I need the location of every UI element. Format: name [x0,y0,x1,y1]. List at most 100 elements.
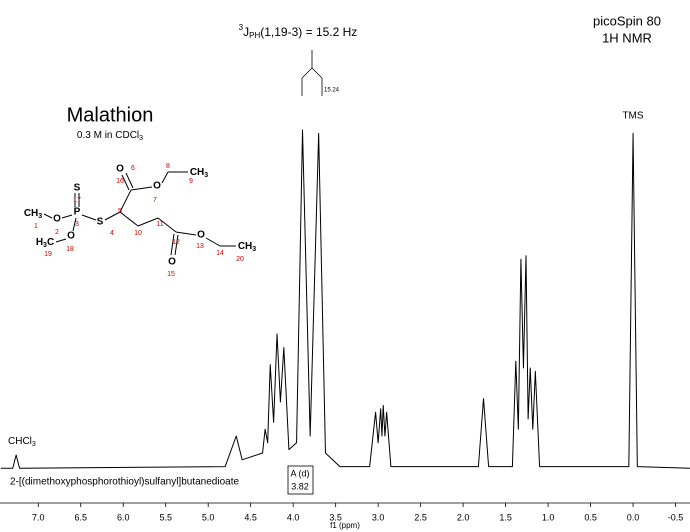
concentration-sub: 3 [139,135,143,142]
bond [104,211,121,221]
atom: S [74,183,81,194]
bond [119,189,132,213]
splitting-label: 15.24 [324,88,340,94]
atom-number: 4 [110,230,114,237]
methyl-part: CH [190,167,204,178]
experiment: 1H NMR [602,30,652,45]
methyl: H3C [36,237,54,249]
atom: O [168,257,176,268]
coupling-text: (1,19-3) = 15.2 Hz [260,25,357,39]
atom: O [67,231,75,242]
instrument: picoSpin 80 [593,13,661,28]
methyl-sub: 3 [204,172,208,179]
reference-label: TMS [622,111,643,122]
atom-number: 2 [55,229,59,236]
atom-number: 18 [66,246,74,253]
atom: O [53,214,61,225]
bond [72,217,77,232]
methyl-part: CH [238,241,252,252]
methyl: CH3 [24,208,42,220]
atom-number: 3 [75,221,79,228]
integral-box [287,465,314,495]
atom: P [74,207,81,218]
methyl-part: CH [24,208,38,219]
bond [121,174,130,191]
methyl-sub: 3 [252,246,256,253]
x-tick-label: 4.5 [244,512,257,522]
x-axis-label: f1 (ppm) [330,521,360,530]
atom: O [153,181,161,192]
atom-number: 7 [153,197,157,204]
coupling-sub: PH [249,31,260,40]
x-tick-label: 7.0 [32,512,45,522]
x-tick-label: 3.5 [329,512,342,522]
bond [130,186,153,191]
coupling-symbol: J [243,25,249,39]
spectrum [0,129,690,469]
x-tick-label: 1.5 [499,512,512,522]
atom-number: 11 [156,221,163,228]
x-tick-label: 4.0 [287,512,300,522]
coupling-sup: 3 [239,23,244,32]
x-tick-label: 2.5 [414,512,427,522]
bond [137,217,159,227]
methyl-sub: 3 [43,242,47,249]
methyl-part: H [36,237,43,248]
bond [81,214,97,221]
integral-label: A (d) [290,468,309,478]
splitting-tree [301,50,323,96]
atom-number: 19 [44,251,52,258]
atom-number: 6 [131,165,135,172]
coupling-annotation: 3JPH(1,19-3) = 15.2 Hz [239,23,358,40]
x-tick-label: 6.5 [74,512,87,522]
methyl-part: C [47,237,54,248]
x-tick-label: 0.0 [627,512,640,522]
atom: O [197,230,205,241]
atom-number: 12 [172,239,180,246]
solvent-text: CHCl [8,436,32,447]
atom-number: 15 [167,271,175,278]
atom: S [97,217,104,228]
concentration-text: 0.3 M in CDCl [77,130,139,141]
bond [174,234,179,256]
x-tick-label: -0.5 [668,512,684,522]
compound-name: 2-[(dimethoxyphosphorothioyl)sulfanyl]bu… [10,477,239,488]
atom-number: 5 [118,208,122,215]
atom-number: 14 [216,250,224,257]
concentration: 0.3 M in CDCl3 [77,130,143,142]
molecule: S P O O S O O O O CH3 H3C CH3 CH3 123456… [24,163,256,278]
atom: O [116,164,124,175]
methyl: CH3 [190,167,208,179]
bond [170,233,175,256]
x-tick-label: 3.0 [372,512,385,522]
bond [61,214,73,219]
bond [205,237,221,247]
bond [119,211,139,227]
integral-value: 3.82 [291,481,309,491]
atom-number: 17 [73,197,81,204]
bond [161,171,169,184]
x-tick-label: 6.0 [117,512,130,522]
bond [175,231,197,236]
solvent-label: CHCl3 [8,436,36,448]
atom-number: 1 [34,223,38,230]
bond [125,172,134,189]
atom-number: 10 [134,230,142,237]
atom-number: 16 [116,178,124,185]
bond [55,238,67,243]
x-tick-label: 5.0 [202,512,215,522]
compound-title: Malathion [67,104,154,126]
x-tick-label: 5.5 [159,512,172,522]
methyl: CH3 [238,241,256,253]
methyl-sub: 3 [38,213,42,220]
x-tick-label: 1.0 [542,512,555,522]
bond [157,217,177,233]
x-tick-label: 2.0 [457,512,470,522]
atom-number: 20 [236,256,244,263]
bond [43,213,53,219]
x-tick-label: 0.5 [584,512,597,522]
atom-number: 8 [166,163,170,170]
atom-number: 9 [189,178,193,185]
solvent-sub: 3 [32,441,36,448]
